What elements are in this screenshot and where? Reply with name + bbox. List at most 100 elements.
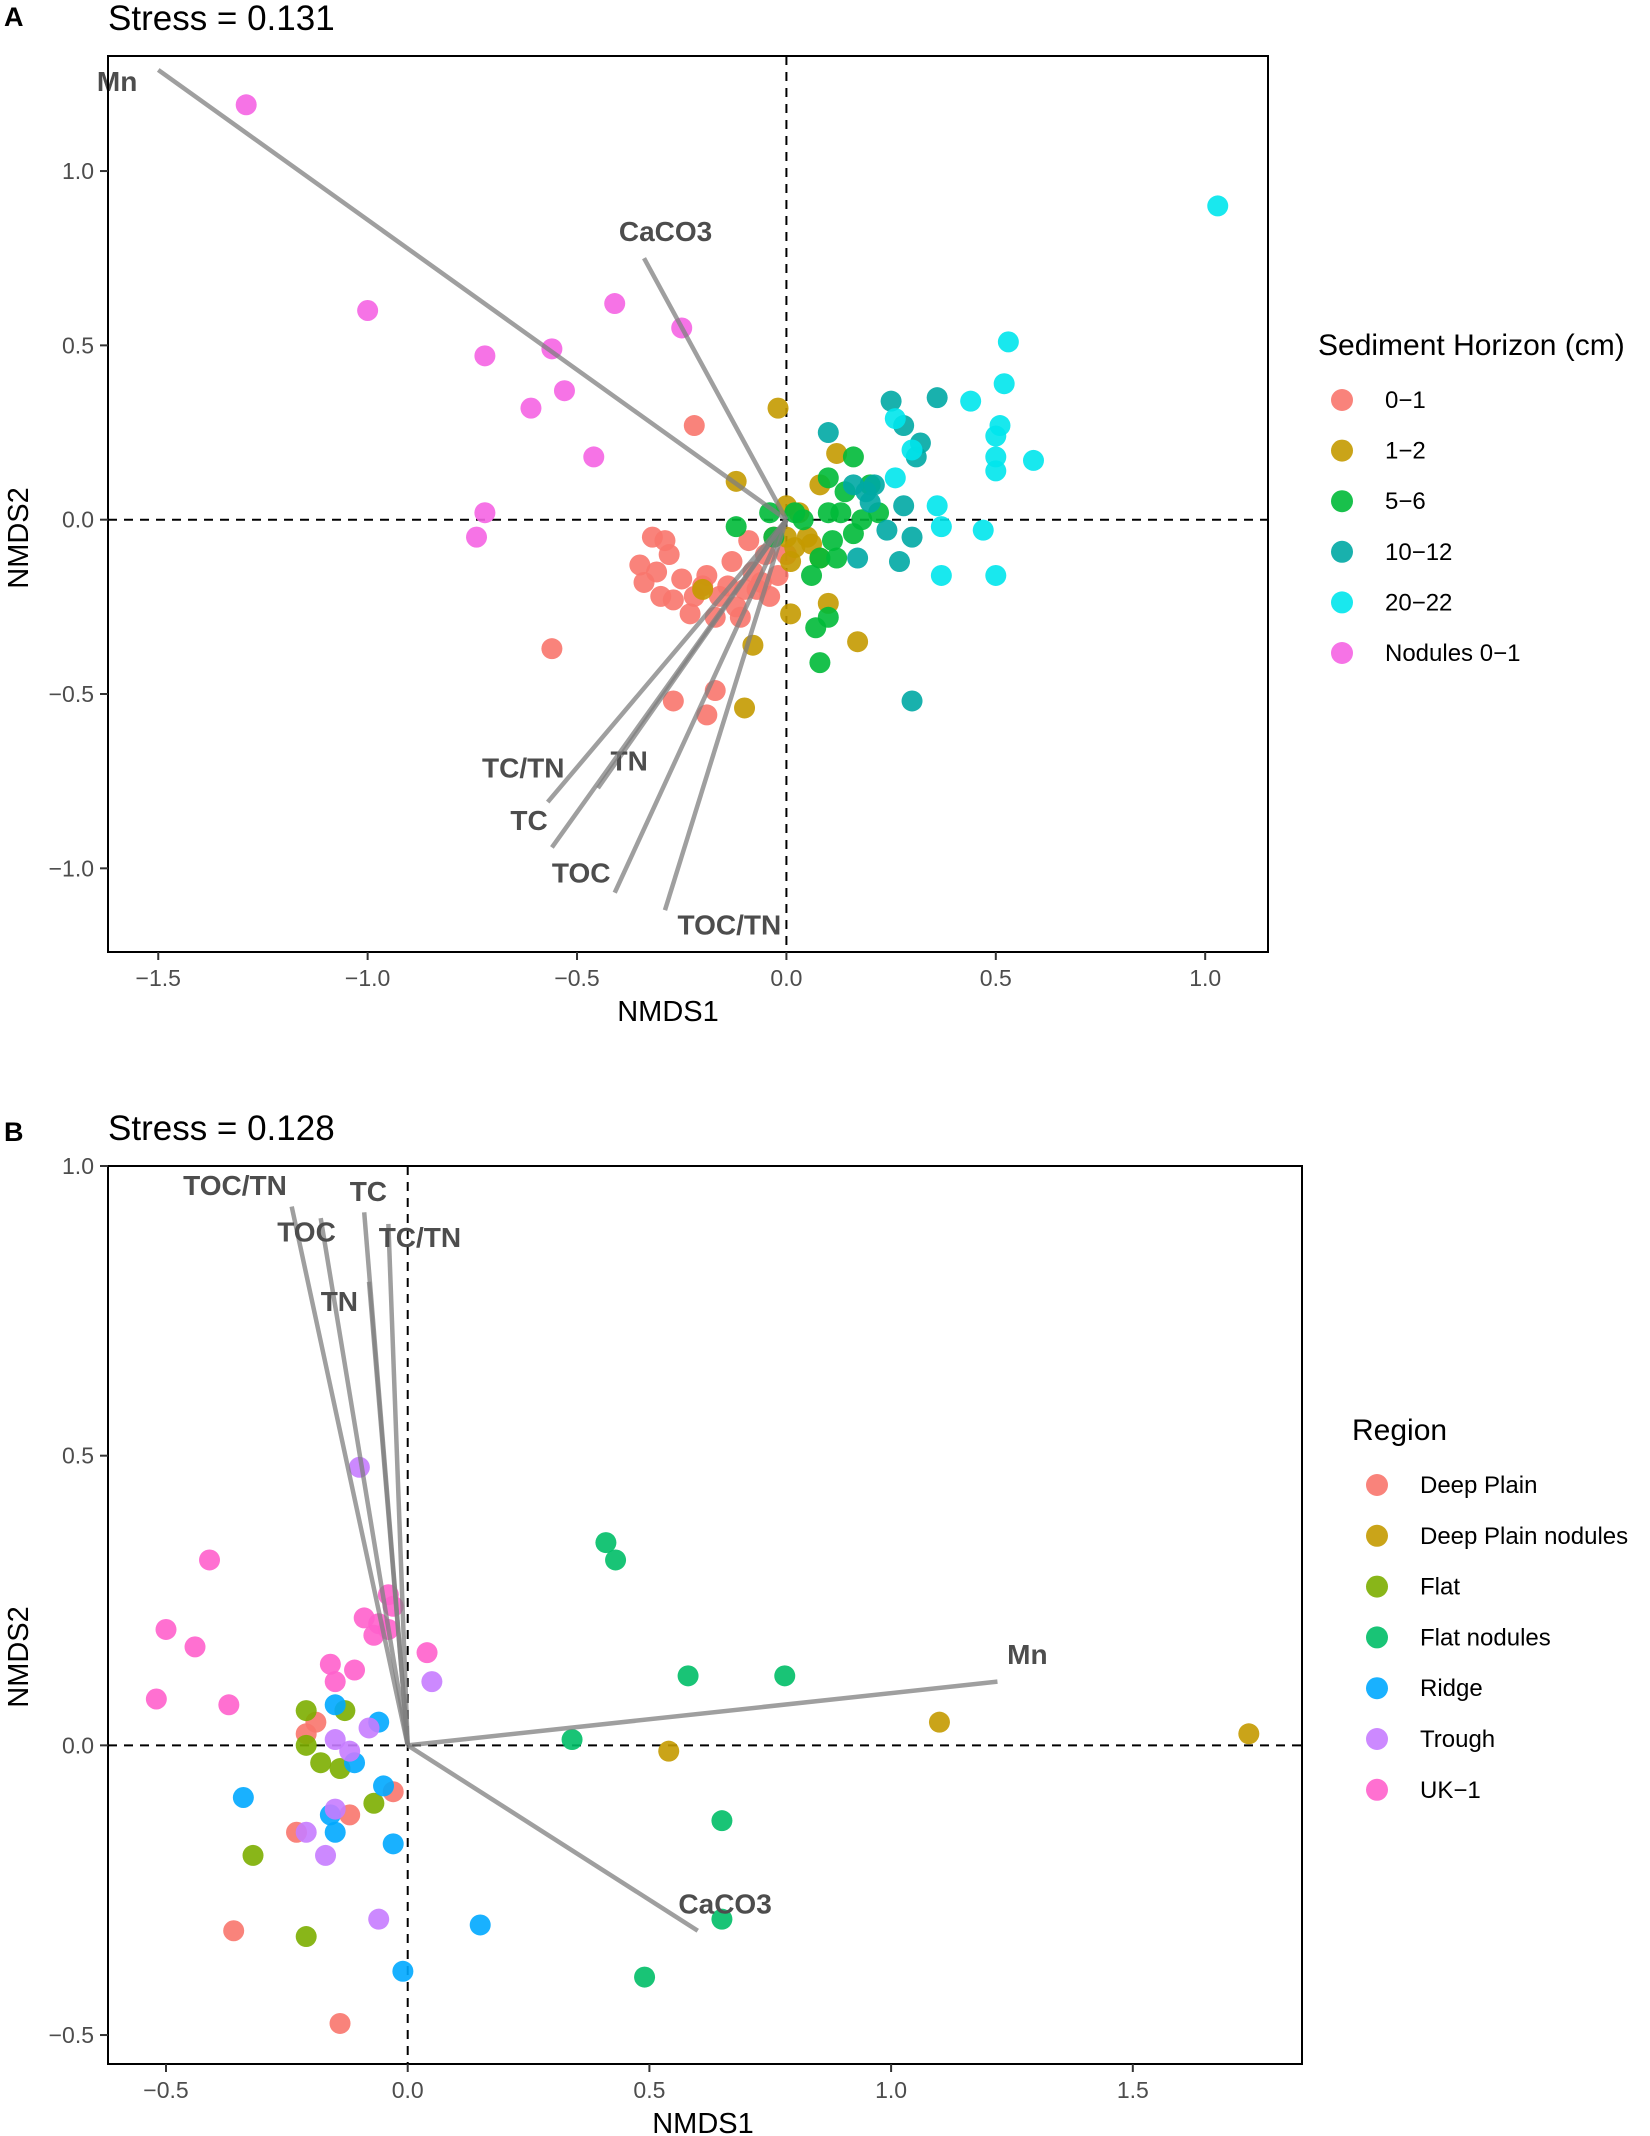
panel-a-point-4-10 xyxy=(901,439,923,461)
panel-b-point-4-4 xyxy=(232,1786,254,1808)
panel-b-vector-label-0: TOC/TN xyxy=(183,1170,287,1201)
panel-b-x-tick-label-1: 0.0 xyxy=(392,2077,424,2103)
panel-b-point-6-3 xyxy=(145,1688,167,1710)
panel-b-legend-label-4: Ridge xyxy=(1420,1675,1483,1702)
panel-b-point-3-7 xyxy=(634,1966,656,1988)
panel-b-point-3-2 xyxy=(677,1665,699,1687)
panel-b-point-5-5 xyxy=(324,1798,346,1820)
panel-a-point-4-8 xyxy=(985,460,1007,482)
panel-a-point-2-7 xyxy=(830,502,852,524)
panel-b-point-4-6 xyxy=(324,1821,346,1843)
panel-a-x-tick-label-4: 0.5 xyxy=(980,965,1012,991)
panel-a-legend-key-5 xyxy=(1331,642,1353,664)
panel-a-y-tick-label-0: −1.0 xyxy=(49,855,94,881)
panel-b-legend-key-3 xyxy=(1366,1626,1388,1649)
panel-b-point-5-3 xyxy=(324,1729,346,1751)
panel-a-vector-4 xyxy=(550,518,789,849)
panel-a-point-1-12 xyxy=(734,697,756,719)
panel-b-y-axis-title: NMDS2 xyxy=(3,1606,35,1708)
panel-b-point-3-6 xyxy=(711,1908,733,1930)
panel-b-y-tick-label-3: 1.0 xyxy=(62,1153,94,1179)
panel-a-point-4-16 xyxy=(985,564,1007,586)
panel-a-stress-title: Stress = 0.131 xyxy=(108,0,335,38)
panel-a-y-tick-label-3: 0.5 xyxy=(62,332,94,358)
panel-a-point-1-8 xyxy=(780,551,802,573)
panel-b-point-3-0 xyxy=(595,1532,617,1554)
panel-a-point-5-10 xyxy=(466,526,488,548)
panel-b-point-6-7 xyxy=(324,1671,346,1693)
panel-b-vector-label-2: TC xyxy=(350,1176,387,1207)
panel-a-point-3-13 xyxy=(901,690,923,712)
panel-a-legend-title: Sediment Horizon (cm) xyxy=(1318,329,1625,362)
panel-a-point-4-7 xyxy=(1022,449,1044,471)
panel-a-vector-2 xyxy=(545,518,789,804)
panel-b-point-1-2 xyxy=(658,1740,680,1762)
panel-a-point-2-13 xyxy=(826,547,848,569)
panel-a-legend-label-3: 10−12 xyxy=(1385,539,1452,566)
panel-a-point-4-0 xyxy=(1207,195,1229,217)
panel-b-point-2-3 xyxy=(310,1752,332,1774)
panel-b-vector-3 xyxy=(386,1223,410,1746)
panel-a-x-tick-label-2: −0.5 xyxy=(554,965,599,991)
panel-b-legend-label-5: Trough xyxy=(1420,1726,1495,1753)
panel-b-point-6-4 xyxy=(218,1694,240,1716)
panel-b-point-2-0 xyxy=(295,1700,317,1722)
panel-a-point-0-17 xyxy=(662,589,684,611)
panel-a-legend-label-0: 0−1 xyxy=(1385,387,1426,414)
panel-b-point-3-4 xyxy=(561,1729,583,1751)
panel-a-label: A xyxy=(4,2,24,32)
panel-a-point-3-3 xyxy=(926,387,948,409)
panel-b-vector-label-3: TC/TN xyxy=(379,1222,461,1253)
panel-a-vector-label-0: Mn xyxy=(97,66,137,97)
panel-b-point-5-7 xyxy=(315,1844,337,1866)
panel-b-point-6-2 xyxy=(184,1636,206,1658)
panel-b-point-5-6 xyxy=(295,1821,317,1843)
panel-b-point-6-11 xyxy=(353,1607,375,1629)
panel-b-vector-4 xyxy=(366,1281,410,1746)
panel-a-point-0-29 xyxy=(696,704,718,726)
panel-b-point-1-1 xyxy=(1238,1723,1260,1745)
panel-a-point-3-1 xyxy=(880,390,902,412)
panel-b-legend-key-1 xyxy=(1366,1524,1388,1547)
panel-a-point-4-15 xyxy=(972,519,994,541)
panel-b-point-3-3 xyxy=(774,1665,796,1687)
panel-a-point-0-11 xyxy=(721,551,743,573)
panel-a-point-2-14 xyxy=(801,564,823,586)
panel-b-point-5-4 xyxy=(339,1740,361,1762)
panel-a-vector-5 xyxy=(612,518,789,894)
panel-a-point-3-12 xyxy=(901,526,923,548)
panel-a-point-2-19 xyxy=(792,509,814,531)
panel-b-point-4-7 xyxy=(382,1833,404,1855)
panel-a-point-3-15 xyxy=(842,474,864,496)
panel-a-point-4-11 xyxy=(884,467,906,489)
panel-a-point-5-7 xyxy=(520,397,542,419)
panel-a-point-0-7 xyxy=(671,568,693,590)
panel-b-legend-title: Region xyxy=(1352,1414,1447,1447)
panel-a-legend-label-1: 1−2 xyxy=(1385,438,1426,465)
panel-b-legend-label-0: Deep Plain xyxy=(1420,1472,1537,1499)
panel-a-point-0-25 xyxy=(738,530,760,552)
panel-b-point-3-1 xyxy=(605,1549,627,1571)
panel-a-point-5-2 xyxy=(604,293,626,315)
panel-b-x-tick-label-2: 0.5 xyxy=(633,2077,665,2103)
panel-b-legend-label-6: UK−1 xyxy=(1420,1777,1481,1804)
panel-a-point-2-10 xyxy=(842,523,864,545)
panel-a-y-tick-label-1: −0.5 xyxy=(49,681,94,707)
panel-a-point-3-11 xyxy=(847,547,869,569)
panel-a-point-3-8 xyxy=(893,495,915,517)
panel-b-point-0-5 xyxy=(223,1920,245,1942)
panel-a-vector-label-2: TC/TN xyxy=(482,753,564,784)
panel-b-legend-key-6 xyxy=(1366,1778,1388,1801)
panel-b-point-5-1 xyxy=(421,1671,443,1693)
panel-a-point-2-17 xyxy=(809,652,831,674)
panel-a-point-3-0 xyxy=(817,422,839,444)
panel-a-y-axis-title: NMDS2 xyxy=(3,487,35,589)
panel-b-vector-label-4: TN xyxy=(321,1286,358,1317)
panel-a-x-tick-label-3: 0.0 xyxy=(770,965,802,991)
panel-b-vector-1 xyxy=(318,1217,410,1746)
panel-a-vector-label-1: CaCO3 xyxy=(619,216,712,247)
panel-a-point-0-0 xyxy=(683,415,705,437)
panel-b-label: B xyxy=(4,1117,24,1147)
panel-a-point-1-2 xyxy=(826,442,848,464)
